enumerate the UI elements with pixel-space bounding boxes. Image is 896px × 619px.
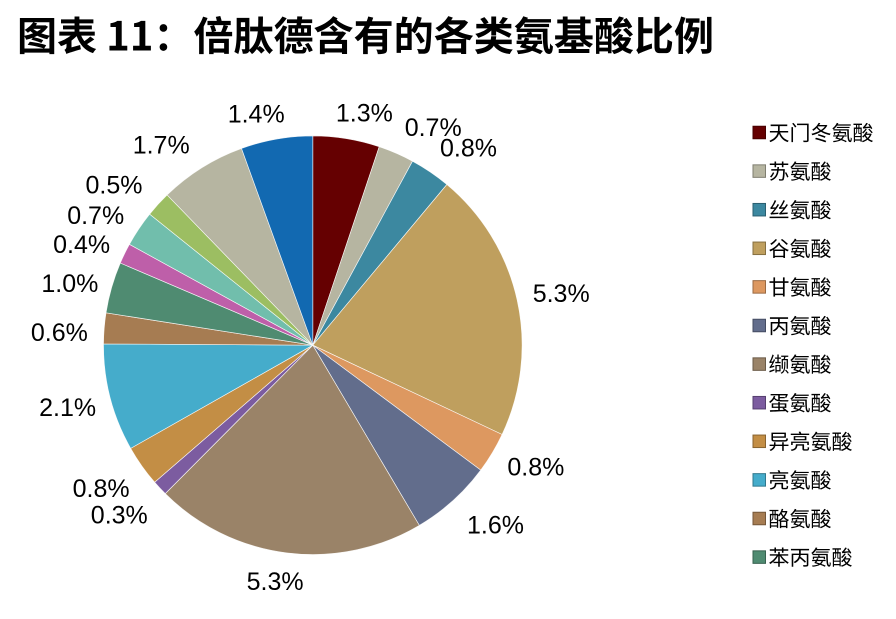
svg-text:1.4%: 1.4% xyxy=(228,101,285,129)
svg-text:1.3%: 1.3% xyxy=(336,100,393,128)
svg-text:0.8%: 0.8% xyxy=(507,454,564,482)
svg-text:0.8%: 0.8% xyxy=(73,475,130,503)
svg-text:2.1%: 2.1% xyxy=(39,394,96,422)
svg-text:0.6%: 0.6% xyxy=(31,319,88,347)
svg-text:0.4%: 0.4% xyxy=(53,231,110,259)
svg-text:0.7%: 0.7% xyxy=(67,202,124,230)
svg-text:1.7%: 1.7% xyxy=(133,132,190,160)
svg-text:1.0%: 1.0% xyxy=(41,270,98,298)
svg-text:5.3%: 5.3% xyxy=(533,280,590,308)
svg-text:0.7%: 0.7% xyxy=(405,114,462,142)
svg-text:0.3%: 0.3% xyxy=(91,502,148,530)
svg-text:0.5%: 0.5% xyxy=(86,171,143,199)
svg-text:1.6%: 1.6% xyxy=(467,512,524,540)
svg-text:0.8%: 0.8% xyxy=(440,135,497,163)
svg-text:5.3%: 5.3% xyxy=(247,568,304,596)
